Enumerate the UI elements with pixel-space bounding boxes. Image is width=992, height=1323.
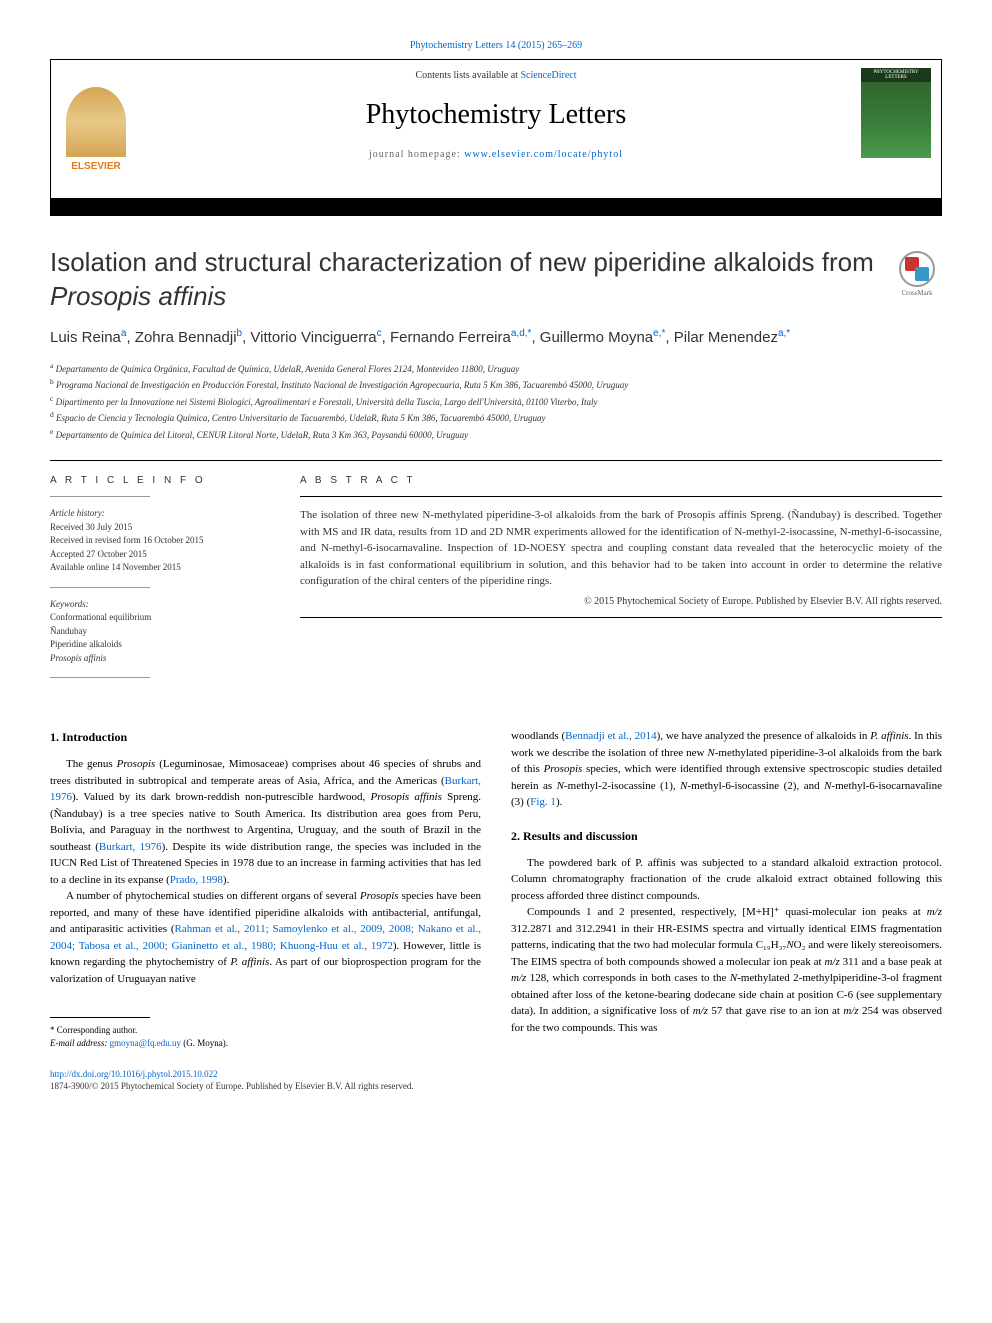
affiliations: a Departamento de Química Orgánica, Facu… [50, 360, 942, 443]
info-divider [50, 677, 150, 678]
sciencedirect-link[interactable]: ScienceDirect [520, 70, 576, 81]
elsevier-logo: ELSEVIER [51, 60, 141, 198]
corresponding-author-footnote: * Corresponding author. E-mail address: … [50, 1024, 481, 1049]
crossmark-label: CrossMark [892, 289, 942, 297]
footer-copyright: 1874-3900/© 2015 Phytochemical Society o… [50, 1081, 942, 1091]
article-history: Article history: Received 30 July 2015Re… [50, 507, 270, 575]
homepage-line: journal homepage: www.elsevier.com/locat… [151, 149, 841, 160]
journal-header: ELSEVIER Contents lists available at Sci… [50, 59, 942, 199]
body-column-right: woodlands (Bennadji et al., 2014), we ha… [511, 728, 942, 1049]
abstract-text: The isolation of three new N-methylated … [300, 507, 942, 590]
elsevier-tree-icon [66, 87, 126, 157]
header-bar [50, 198, 942, 216]
doi-link[interactable]: http://dx.doi.org/10.1016/j.phytol.2015.… [50, 1069, 218, 1079]
body-paragraph: The powdered bark of P. affinis was subj… [511, 855, 942, 905]
top-citation: Phytochemistry Letters 14 (2015) 265–269 [50, 40, 942, 51]
abstract-heading: A B S T R A C T [300, 475, 942, 486]
keywords: Keywords: Conformational equilibriumÑand… [50, 598, 270, 666]
body-paragraph: The genus Prosopis (Leguminosae, Mimosac… [50, 756, 481, 888]
body-paragraph: A number of phytochemical studies on dif… [50, 888, 481, 987]
info-divider [50, 496, 150, 497]
footer: http://dx.doi.org/10.1016/j.phytol.2015.… [50, 1069, 942, 1079]
email-link[interactable]: gmoyna@fq.edu.uy [110, 1038, 181, 1048]
section-heading-results: 2. Results and discussion [511, 827, 942, 845]
abstract-copyright: © 2015 Phytochemical Society of Europe. … [300, 596, 942, 607]
cover-thumbnail: PHYTOCHEMISTRY LETTERS [861, 68, 931, 158]
info-divider [50, 587, 150, 588]
body-paragraph: Compounds 1 and 2 presented, respectivel… [511, 904, 942, 1036]
abstract-divider-bottom [300, 617, 942, 618]
crossmark-badge[interactable]: CrossMark [892, 251, 942, 301]
article-info-heading: A R T I C L E I N F O [50, 475, 270, 486]
journal-cover: PHYTOCHEMISTRY LETTERS [851, 60, 941, 198]
contents-line: Contents lists available at ScienceDirec… [151, 70, 841, 81]
footnote-separator [50, 1017, 150, 1018]
body-column-left: 1. Introduction The genus Prosopis (Legu… [50, 728, 481, 1049]
cover-label: PHYTOCHEMISTRY LETTERS [861, 68, 931, 82]
homepage-link[interactable]: www.elsevier.com/locate/phytol [464, 149, 623, 160]
article-title: Isolation and structural characterizatio… [50, 246, 942, 314]
elsevier-label: ELSEVIER [71, 161, 120, 172]
crossmark-icon [899, 251, 935, 287]
authors-list: Luis Reinaa, Zohra Bennadjib, Vittorio V… [50, 328, 942, 346]
body-paragraph: woodlands (Bennadji et al., 2014), we ha… [511, 728, 942, 811]
abstract-divider [300, 496, 942, 497]
citation-link[interactable]: Phytochemistry Letters 14 (2015) 265–269 [410, 40, 582, 51]
journal-name: Phytochemistry Letters [151, 99, 841, 131]
section-heading-intro: 1. Introduction [50, 728, 481, 746]
